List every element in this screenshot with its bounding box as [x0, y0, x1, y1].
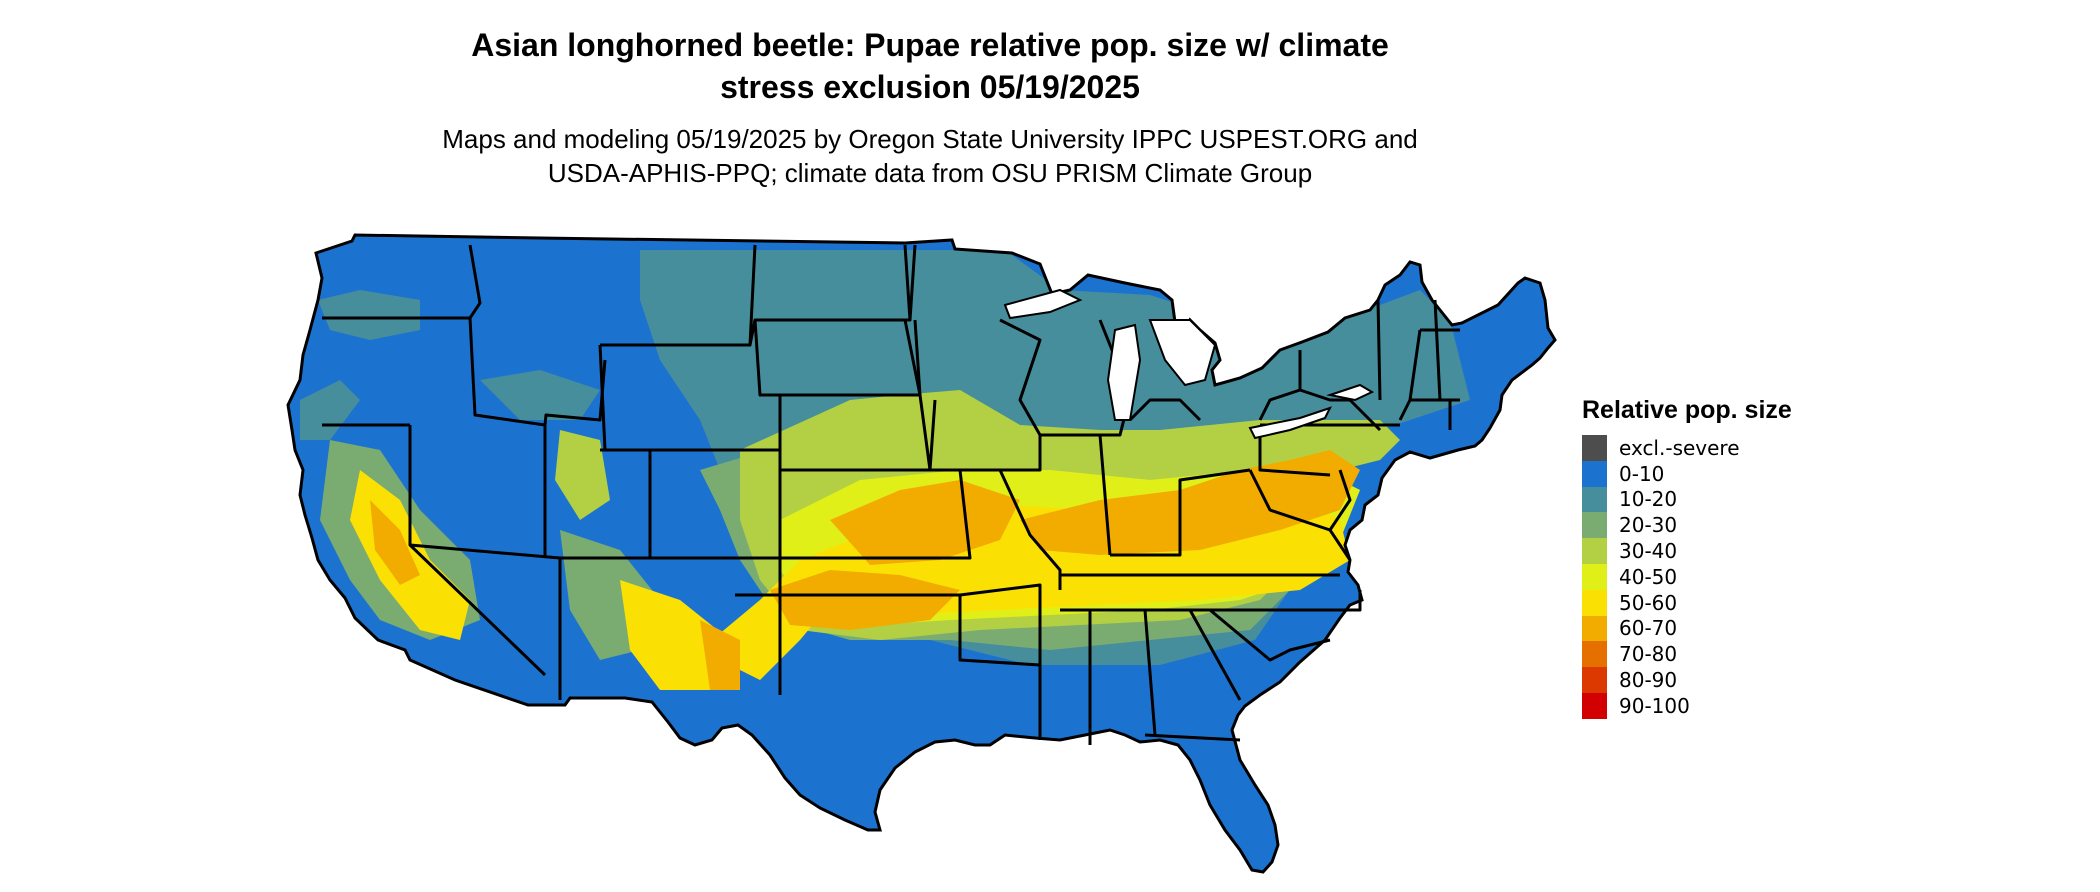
legend-item: excl.-severe	[1582, 435, 1792, 461]
legend-swatch	[1582, 615, 1607, 642]
legend-label: 20-30	[1619, 513, 1678, 538]
legend-label: 60-70	[1619, 616, 1678, 641]
legend-item: 50-60	[1582, 589, 1792, 616]
legend-label: 40-50	[1619, 564, 1678, 589]
legend-item: 60-70	[1582, 615, 1792, 642]
legend-title: Relative pop. size	[1582, 396, 1792, 424]
legend-item: 90-100	[1582, 692, 1792, 719]
legend-swatch	[1582, 641, 1607, 668]
legend-swatch	[1582, 460, 1607, 487]
map-title-line-2: stress exclusion 05/19/2025	[720, 69, 1140, 105]
map-title-line-1: Asian longhorned beetle: Pupae relative …	[471, 27, 1389, 63]
legend-swatch	[1582, 563, 1607, 590]
map-subtitle-line-2: USDA-APHIS-PPQ; climate data from OSU PR…	[547, 158, 1313, 188]
legend: Relative pop. size excl.-severe 0-10 10-20…	[1582, 396, 1792, 719]
map-subtitle: Maps and modeling 05/19/2025 by Oregon S…	[0, 122, 1860, 190]
legend-label: 90-100	[1619, 693, 1690, 718]
legend-label: 80-90	[1619, 668, 1678, 693]
legend-item: 30-40	[1582, 538, 1792, 564]
legend-swatch	[1582, 667, 1607, 693]
legend-swatch	[1582, 692, 1607, 719]
legend-item: 40-50	[1582, 563, 1792, 590]
great-lakes	[1003, 288, 1375, 440]
map-title: Asian longhorned beetle: Pupae relative …	[0, 24, 1860, 108]
legend-item: 80-90	[1582, 667, 1792, 693]
legend-label: 10-20	[1619, 487, 1678, 512]
legend-swatch	[1582, 589, 1607, 616]
legend-label: excl.-severe	[1619, 435, 1740, 460]
legend-items: excl.-severe 0-10 10-20 20-30 30-40 40-50 50-6…	[1582, 435, 1792, 719]
map-subtitle-line-1: Maps and modeling 05/19/2025 by Oregon S…	[442, 124, 1418, 154]
legend-item: 70-80	[1582, 641, 1792, 668]
legend-label: 30-40	[1619, 539, 1678, 564]
legend-item: 10-20	[1582, 486, 1792, 513]
legend-label: 0-10	[1619, 461, 1665, 486]
legend-swatch	[1582, 435, 1607, 461]
legend-item: 20-30	[1582, 512, 1792, 539]
legend-label: 70-80	[1619, 642, 1678, 667]
legend-label: 50-60	[1619, 590, 1678, 615]
legend-item: 0-10	[1582, 460, 1792, 487]
legend-swatch	[1582, 538, 1607, 564]
legend-swatch	[1582, 486, 1607, 513]
legend-swatch	[1582, 512, 1607, 539]
state-borders	[322, 244, 1460, 745]
